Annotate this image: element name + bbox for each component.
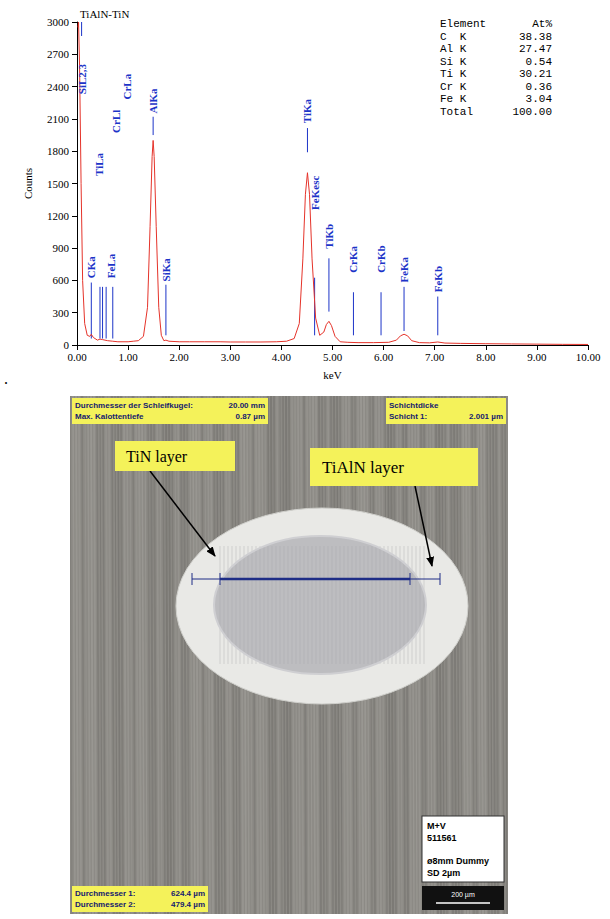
svg-text:0: 0	[64, 339, 70, 351]
svg-text:Cr K: Cr K	[440, 81, 467, 93]
svg-text:0.00: 0.00	[67, 351, 87, 363]
svg-text:Element: Element	[440, 18, 486, 30]
svg-text:27.47: 27.47	[519, 43, 552, 55]
svg-text:30.21: 30.21	[519, 68, 552, 80]
svg-text:200 µm: 200 µm	[451, 891, 475, 899]
svg-text:TiLa: TiLa	[93, 152, 105, 176]
svg-text:Durchmesser 2:: Durchmesser 2:	[75, 900, 135, 909]
svg-text:300: 300	[53, 307, 70, 319]
svg-text:CrLa: CrLa	[121, 73, 133, 99]
svg-text:FeLa: FeLa	[105, 253, 117, 278]
svg-text:10.00: 10.00	[576, 351, 601, 363]
svg-text:3.00: 3.00	[221, 351, 241, 363]
svg-text:keV: keV	[323, 369, 341, 381]
svg-text:100.00: 100.00	[512, 106, 552, 118]
svg-text:Fe K: Fe K	[440, 93, 467, 105]
svg-text:M+V: M+V	[427, 821, 446, 831]
svg-text:0.87 µm: 0.87 µm	[235, 412, 265, 421]
svg-text:600: 600	[53, 274, 70, 286]
svg-text:AlKa: AlKa	[147, 88, 159, 114]
svg-text:Ti K: Ti K	[440, 68, 467, 80]
svg-text:TiAlN layer: TiAlN layer	[322, 458, 404, 477]
svg-text:CrKa: CrKa	[347, 245, 359, 272]
svg-text:2400: 2400	[47, 81, 70, 93]
svg-text:479.4 µm: 479.4 µm	[171, 900, 205, 909]
svg-text:1.00: 1.00	[118, 351, 138, 363]
svg-text:Schichtdicke: Schichtdicke	[389, 401, 439, 410]
svg-text:Total: Total	[440, 106, 473, 118]
svg-text:3.04: 3.04	[526, 93, 553, 105]
svg-text:Schicht 1:: Schicht 1:	[389, 412, 427, 421]
svg-text:2.00: 2.00	[170, 351, 190, 363]
svg-text:6.00: 6.00	[374, 351, 394, 363]
svg-text:2100: 2100	[47, 113, 70, 125]
svg-text:FeKa: FeKa	[398, 256, 410, 282]
svg-text:511561: 511561	[427, 833, 457, 843]
svg-text:1800: 1800	[47, 145, 70, 157]
svg-text:20.00 mm: 20.00 mm	[229, 401, 265, 410]
svg-text:FeKesc: FeKesc	[309, 176, 321, 210]
svg-text:SiKa: SiKa	[160, 258, 172, 282]
svg-text:2.001 µm: 2.001 µm	[469, 412, 503, 421]
svg-text:Si K: Si K	[440, 56, 467, 68]
svg-text:0.36: 0.36	[526, 81, 552, 93]
svg-text:At%: At%	[532, 18, 552, 30]
svg-text:SiL2,3: SiL2,3	[76, 63, 88, 94]
svg-text:8.00: 8.00	[476, 351, 496, 363]
svg-text:9.00: 9.00	[527, 351, 547, 363]
svg-text:1500: 1500	[47, 178, 70, 190]
svg-text:38.38: 38.38	[519, 31, 552, 43]
svg-text:TiKa: TiKa	[301, 98, 313, 123]
svg-text:1200: 1200	[47, 210, 70, 222]
svg-text:4.00: 4.00	[272, 351, 292, 363]
svg-text:5.00: 5.00	[323, 351, 343, 363]
svg-text:624.4 µm: 624.4 µm	[171, 889, 205, 898]
svg-text:CrLl: CrLl	[110, 110, 122, 133]
svg-text:Counts: Counts	[22, 168, 34, 199]
svg-text:ø8mm Dummy: ø8mm Dummy	[427, 856, 489, 866]
svg-text:TiN layer: TiN layer	[126, 448, 188, 466]
svg-text:7.00: 7.00	[425, 351, 445, 363]
svg-text:FeKb: FeKb	[432, 266, 444, 292]
svg-text:Durchmesser 1:: Durchmesser 1:	[75, 889, 135, 898]
svg-text:2700: 2700	[47, 48, 70, 60]
svg-text:TiAlN-TiN: TiAlN-TiN	[80, 8, 129, 20]
svg-text:Al K: Al K	[440, 43, 467, 55]
svg-text:900: 900	[53, 242, 70, 254]
svg-text:C K: C K	[440, 31, 467, 43]
svg-text:Durchmesser der Schleifkugel:: Durchmesser der Schleifkugel:	[75, 401, 193, 410]
svg-text:Max. Kalottentiefe: Max. Kalottentiefe	[75, 412, 144, 421]
svg-text:TiKb: TiKb	[323, 224, 335, 249]
svg-text:CKa: CKa	[85, 256, 97, 279]
svg-text:0.54: 0.54	[526, 56, 553, 68]
svg-text:SD 2µm: SD 2µm	[427, 868, 460, 878]
svg-text:3000: 3000	[47, 16, 70, 28]
svg-text:CrKb: CrKb	[375, 245, 387, 273]
